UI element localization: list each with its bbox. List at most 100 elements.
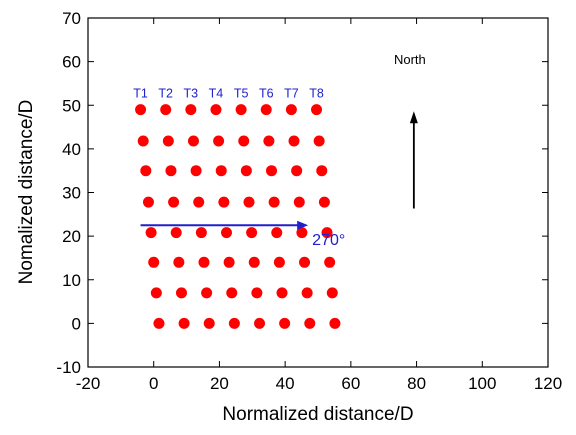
turbine-point (326, 287, 338, 299)
wind-direction-label: 270° (312, 232, 345, 249)
y-tick-label: 60 (62, 53, 81, 72)
turbine-point (248, 256, 260, 268)
turbine-point (215, 165, 227, 177)
turbine-point (195, 227, 207, 239)
turbine-point (263, 135, 275, 147)
turbine-point (165, 165, 177, 177)
y-tick-label: 70 (62, 9, 81, 28)
turbine-point (170, 227, 182, 239)
wind-arrow-head (297, 220, 309, 230)
turbine-points (135, 104, 341, 329)
turbine-point (187, 135, 199, 147)
turbine-label: T2 (158, 87, 173, 101)
turbine-point (288, 135, 300, 147)
x-axis-label: Normalized distance/D (222, 404, 413, 425)
turbine-point (285, 104, 297, 116)
turbine-point (223, 256, 235, 268)
turbine-point (271, 227, 283, 239)
y-tick-label: 10 (62, 271, 81, 290)
x-tick-label: -20 (76, 374, 101, 393)
turbine-point (276, 287, 288, 299)
turbine-point (213, 135, 225, 147)
turbine-point (190, 165, 202, 177)
turbine-point (318, 196, 330, 208)
turbine-point (296, 227, 308, 239)
y-tick-label: 30 (62, 184, 81, 203)
turbine-point (235, 104, 247, 116)
turbine-point (140, 165, 152, 177)
turbine-point (329, 317, 341, 329)
turbine-label: T1 (133, 87, 148, 101)
turbine-point (218, 196, 230, 208)
y-tick-label: 20 (62, 227, 81, 246)
turbine-point (313, 135, 325, 147)
turbine-point (293, 196, 305, 208)
plot-frame (87, 17, 549, 368)
x-tick-label: 80 (407, 374, 426, 393)
turbine-point (266, 165, 278, 177)
turbine-point (173, 256, 185, 268)
turbine-point (198, 256, 210, 268)
turbine-point (203, 317, 215, 329)
turbine-label: T4 (209, 87, 224, 101)
turbine-point (178, 317, 190, 329)
x-tick-label: 20 (210, 374, 229, 393)
turbine-point (185, 104, 197, 116)
turbine-label: T8 (309, 87, 324, 101)
y-tick-label: -10 (56, 358, 81, 377)
turbine-point (291, 165, 303, 177)
turbine-point (324, 256, 336, 268)
turbine-point (145, 227, 157, 239)
x-tick-label: 40 (276, 374, 295, 393)
annotations: T1 T2 T3 T4 T5 T6 T7 T8 270° North (133, 52, 425, 249)
turbine-point (316, 165, 328, 177)
turbine-point (321, 227, 333, 239)
y-tick-label: 0 (72, 314, 81, 333)
turbine-point (251, 287, 263, 299)
turbine-point (243, 196, 255, 208)
turbine-point (220, 227, 232, 239)
turbine-point (142, 196, 154, 208)
turbine-point (201, 287, 213, 299)
turbine-point (160, 104, 172, 116)
turbine-point (273, 256, 285, 268)
turbine-label: T3 (184, 87, 199, 101)
turbine-point (268, 196, 280, 208)
north-arrow-head (409, 111, 418, 124)
axis-ticks: -20 0 20 40 60 80 100 120 -10 0 10 20 30 40 50 60 70 (56, 9, 562, 393)
turbine-point (240, 165, 252, 177)
y-axis-label: Nomalized distance/D (16, 100, 37, 285)
turbine-point (246, 227, 258, 239)
north-label: North (394, 52, 426, 67)
x-tick-label: 120 (534, 374, 562, 393)
turbine-point (238, 135, 250, 147)
turbine-point (301, 287, 313, 299)
turbine-point (162, 135, 174, 147)
turbine-point (254, 317, 266, 329)
turbine-point (304, 317, 316, 329)
turbine-point (193, 196, 205, 208)
turbine-point (226, 287, 238, 299)
turbine-point (210, 104, 222, 116)
turbine-point (137, 135, 149, 147)
y-tick-label: 50 (62, 96, 81, 115)
turbine-point (228, 317, 240, 329)
x-tick-label: 100 (468, 374, 496, 393)
turbine-point (299, 256, 311, 268)
turbine-label: T5 (234, 87, 249, 101)
turbine-point (148, 256, 160, 268)
y-tick-label: 40 (62, 140, 81, 159)
turbine-point (311, 104, 323, 116)
turbine-label: T6 (259, 87, 274, 101)
x-tick-label: 0 (149, 374, 158, 393)
turbine-point (175, 287, 187, 299)
turbine-point (279, 317, 291, 329)
turbine-point (153, 317, 165, 329)
turbine-point (260, 104, 272, 116)
turbine-point (168, 196, 180, 208)
x-tick-label: 60 (341, 374, 360, 393)
turbine-label: T7 (284, 87, 299, 101)
turbine-point (135, 104, 147, 116)
turbine-point (150, 287, 162, 299)
